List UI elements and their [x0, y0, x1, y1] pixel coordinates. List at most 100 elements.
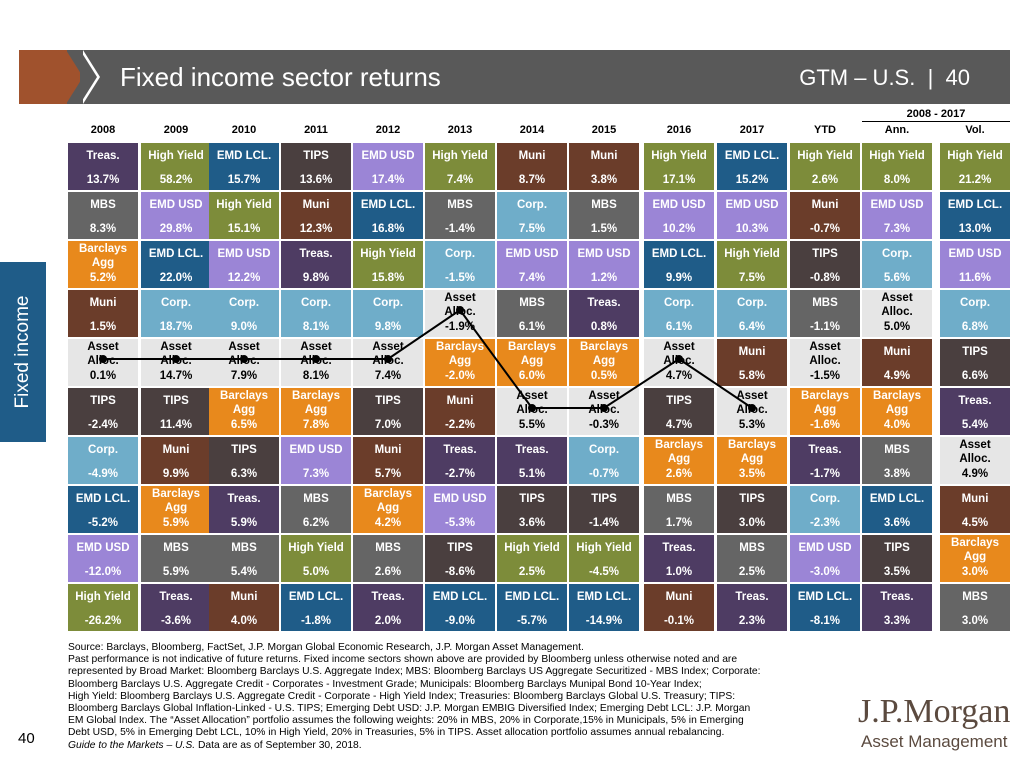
cell-return: -5.2% [87, 517, 119, 529]
cell-return: -0.3% [588, 419, 620, 431]
cell-return: 4.9% [961, 468, 989, 480]
gtm-label: GTM – U.S. | 40 [799, 65, 970, 90]
cell-return: 7.3% [883, 223, 911, 235]
cell-return: 5.3% [738, 419, 766, 431]
table-cell: MBS 6.1% [497, 290, 567, 337]
cell-sector: Treas. [735, 591, 769, 603]
cell-return: 13.6% [299, 174, 333, 186]
table-cell: Muni 5.8% [717, 339, 787, 386]
cell-return: -5.3% [444, 517, 476, 529]
cell-return: 4.0% [883, 419, 911, 431]
cell-sector: EMD LCL. [724, 150, 780, 162]
cell-return: 13.0% [958, 223, 992, 235]
cell-return: 5.4% [230, 566, 258, 578]
footnote-line: Past performance is not indicative of fu… [68, 654, 738, 666]
cell-return: 5.7% [374, 468, 402, 480]
cell-sector: Barclays Agg [292, 390, 340, 416]
cell-sector: EMD LCL. [75, 493, 131, 505]
cell-return: -3.0% [809, 566, 841, 578]
header-accent [19, 50, 67, 104]
asset-alloc-point [528, 404, 536, 412]
cell-return: -2.4% [87, 419, 119, 431]
jpmorgan-logo: J.P.Morgan [858, 693, 1011, 730]
table-cell: Muni 5.7% [353, 437, 423, 484]
table-cell: MBS 6.2% [281, 486, 351, 533]
table-cell: Barclays Agg 0.5% [569, 339, 639, 386]
cell-sector: High Yield [504, 542, 560, 554]
column-header: 2011 [304, 124, 328, 136]
cell-sector: MBS [303, 493, 329, 505]
table-cell: EMD LCL. -5.7% [497, 584, 567, 631]
cell-sector: Corp. [372, 297, 404, 309]
table-cell: Treas. 13.7% [68, 143, 138, 190]
footnote-italic: Guide to the Markets – U.S. [68, 739, 196, 751]
cell-sector: Barclays Agg [364, 488, 412, 514]
table-cell: High Yield 58.2% [141, 143, 211, 190]
cell-return: -1.4% [444, 223, 476, 235]
asset-alloc-point [99, 355, 107, 363]
table-cell: High Yield 8.0% [862, 143, 932, 190]
table-cell: TIPS 3.6% [497, 486, 567, 533]
footnote-line: Bloomberg Barclays U.S. Aggregate Credit… [68, 678, 702, 690]
cell-return: -1.1% [809, 321, 841, 333]
table-cell: Corp. 6.1% [644, 290, 714, 337]
cell-sector: TIPS [666, 395, 692, 407]
cell-return: 9.9% [665, 272, 693, 284]
table-cell: EMD USD 7.3% [281, 437, 351, 484]
span-label: 2008 - 2017 [906, 108, 966, 120]
footnote-line: represented by Broad Market: Bloomberg B… [68, 666, 761, 678]
cell-sector: EMD LCL. [947, 199, 1003, 211]
cell-return: 14.7% [159, 370, 193, 382]
cell-sector: EMD LCL. [797, 591, 853, 603]
table-cell: TIPS 13.6% [281, 143, 351, 190]
header-page-number: 40 [945, 65, 970, 90]
cell-return: 5.0% [302, 566, 330, 578]
table-cell: Treas. 1.0% [644, 535, 714, 582]
cell-return: 2.5% [738, 566, 766, 578]
cell-return: 6.4% [738, 321, 766, 333]
cell-return: 1.5% [590, 223, 618, 235]
cell-return: 7.9% [230, 370, 258, 382]
cell-sector: MBS [812, 297, 838, 309]
cell-sector: Corp. [228, 297, 260, 309]
cell-sector: EMD USD [948, 248, 1002, 260]
table-cell: MBS -1.1% [790, 290, 860, 337]
table-cell: MBS 2.5% [717, 535, 787, 582]
asset-alloc-point [172, 355, 180, 363]
cell-return: 1.5% [89, 321, 117, 333]
table-cell: MBS 2.6% [353, 535, 423, 582]
cell-return: 4.0% [230, 615, 258, 627]
cell-return: 9.0% [230, 321, 258, 333]
cell-sector: Corp. [160, 297, 192, 309]
cell-return: -1.6% [809, 419, 841, 431]
table-cell: EMD USD 7.3% [862, 192, 932, 239]
cell-return: 11.4% [160, 419, 192, 431]
table-cell: EMD USD 10.3% [717, 192, 787, 239]
cell-return: 7.3% [302, 468, 330, 480]
cell-sector: EMD LCL. [288, 591, 344, 603]
asset-alloc-point [456, 306, 464, 314]
table-cell: TIPS -8.6% [425, 535, 495, 582]
cell-return: 3.5% [738, 468, 766, 480]
cell-return: 3.8% [883, 468, 911, 480]
cell-sector: High Yield [75, 591, 131, 603]
cell-return: 5.0% [883, 321, 911, 333]
cell-sector: Muni [518, 150, 546, 162]
cell-sector: Barclays Agg [152, 488, 200, 514]
cell-return: 3.8% [590, 174, 618, 186]
table-cell: TIPS 11.4% [141, 388, 211, 435]
cell-return: 0.1% [89, 370, 117, 382]
cell-sector: MBS [90, 199, 116, 211]
table-cell: Barclays Agg 6.0% [497, 339, 567, 386]
table-cell: Corp. -2.3% [790, 486, 860, 533]
cell-sector: Muni [590, 150, 618, 162]
cell-sector: Treas. [371, 591, 405, 603]
cell-return: 3.6% [518, 517, 546, 529]
cell-return: 11.6% [959, 272, 991, 284]
cell-return: -1.9% [444, 321, 476, 333]
cell-return: 6.1% [518, 321, 546, 333]
cell-return: -9.0% [444, 615, 476, 627]
table-cell: TIPS 7.0% [353, 388, 423, 435]
cell-sector: TIPS [375, 395, 401, 407]
table-cell: Treas. -1.7% [790, 437, 860, 484]
